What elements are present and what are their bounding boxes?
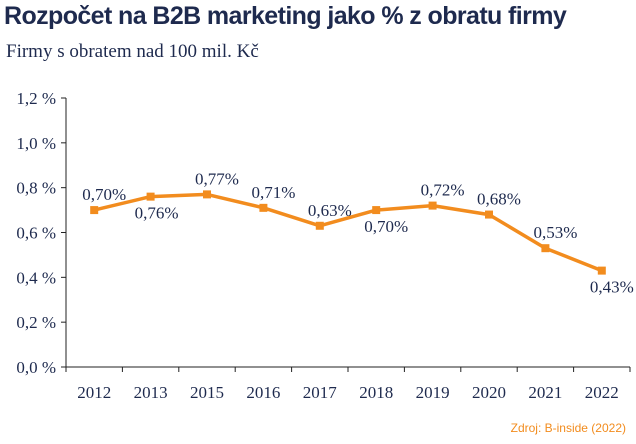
data-points <box>90 190 606 275</box>
data-label: 0,70% <box>364 217 408 236</box>
data-label: 0,72% <box>421 181 465 200</box>
chart-title: Rozpočet na B2B marketing jako % z obrat… <box>4 2 567 30</box>
x-tick-label: 2018 <box>359 383 393 402</box>
y-tick-label: 0,4 % <box>16 268 56 287</box>
y-tick-label: 0,0 % <box>16 358 56 377</box>
data-point-marker <box>428 201 437 210</box>
x-tick-label: 2013 <box>134 383 168 402</box>
data-label: 0,76% <box>135 204 179 223</box>
x-tick-label: 2020 <box>472 383 506 402</box>
x-tick-label: 2015 <box>190 383 224 402</box>
data-label: 0,70% <box>82 185 126 204</box>
series-line <box>92 192 604 273</box>
x-tick-label: 2022 <box>585 383 619 402</box>
source-note: Zdroj: B-inside (2022) <box>510 421 626 435</box>
data-point-marker <box>315 221 324 230</box>
y-tick-label: 1,2 % <box>16 89 56 108</box>
data-label: 0,71% <box>251 183 295 202</box>
y-tick-label: 1,0 % <box>16 134 56 153</box>
data-label: 0,43% <box>590 278 634 297</box>
data-point-marker <box>597 266 606 275</box>
y-tick-label: 0,8 % <box>16 179 56 198</box>
data-point-marker <box>90 206 99 215</box>
y-tick-label: 0,2 % <box>16 313 56 332</box>
x-axis-ticks: 2012 2013 2015 2016 2017 2018 2019 2020 2021 2022 <box>65 367 631 402</box>
x-tick-label: 2016 <box>246 383 280 402</box>
x-tick-label: 2017 <box>303 383 338 402</box>
data-point-marker <box>259 203 268 212</box>
data-point-marker <box>146 192 155 201</box>
data-labels: 0,70% 0,76% 0,77% 0,71% 0,63% 0,70% 0,72% 0,68%… <box>82 169 634 296</box>
x-tick-label: 2021 <box>528 383 562 402</box>
x-tick-label: 2019 <box>416 383 450 402</box>
series-line-path <box>92 192 604 273</box>
data-label: 0,53% <box>533 223 577 242</box>
data-point-marker <box>485 210 493 219</box>
y-axis-ticks: 0,0 % 0,2 % 0,4 % 0,6 % 0,8 % 1,0 % 1,2 % <box>16 89 66 377</box>
data-label: 0,77% <box>195 169 239 188</box>
data-label: 0,63% <box>308 201 352 220</box>
x-tick-label: 2012 <box>77 383 111 402</box>
data-label: 0,68% <box>477 190 521 209</box>
data-point-marker <box>203 190 211 199</box>
data-point-marker <box>541 244 550 253</box>
data-point-marker <box>372 206 381 215</box>
y-tick-label: 0,6 % <box>16 224 56 243</box>
chart-subtitle: Firmy s obratem nad 100 mil. Kč <box>6 41 259 62</box>
